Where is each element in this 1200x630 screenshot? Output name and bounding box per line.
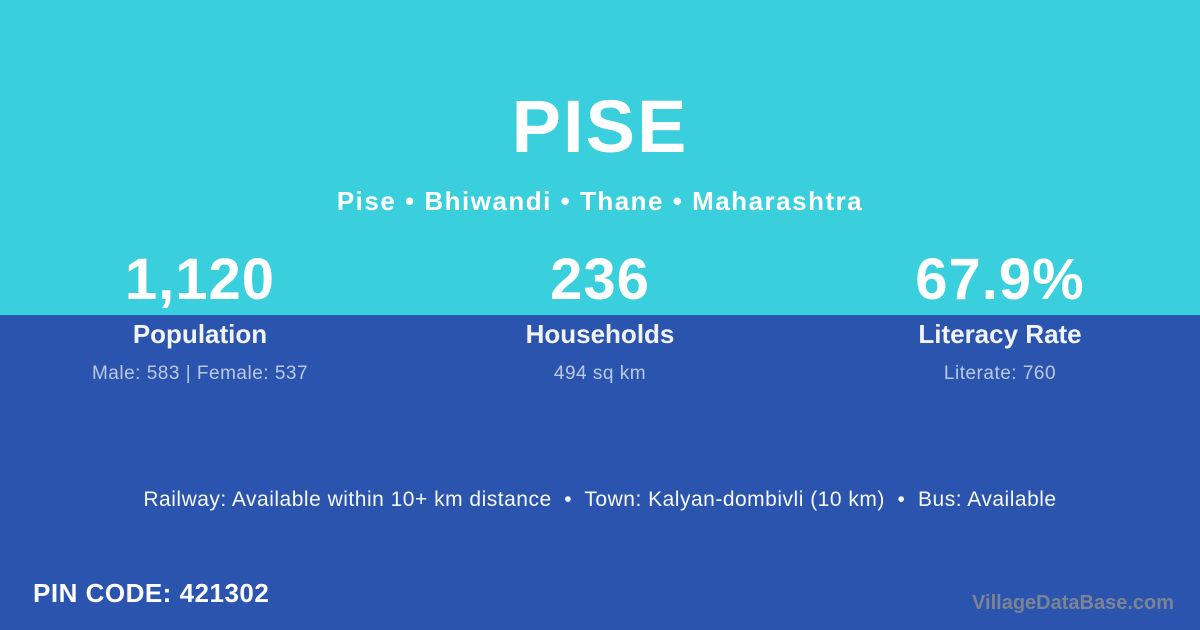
stat-literacy-rate: 67.9% Literacy Rate Literate: 760 (800, 247, 1200, 386)
watermark: VillageDataBase.com (972, 592, 1174, 614)
literacy-rate-detail: Literate: 760 (943, 363, 1057, 384)
households-value: 236 (550, 247, 650, 312)
page-title: PISE (511, 85, 689, 168)
population-label: Population (132, 319, 268, 349)
facilities-line: Railway: Available within 10+ km distanc… (143, 488, 1057, 511)
households-detail: 494 sq km (553, 363, 647, 384)
literacy-rate-value: 67.9% (915, 247, 1085, 312)
households-label: Households (525, 319, 675, 349)
breadcrumb: Pise • Bhiwandi • Thane • Maharashtra (336, 186, 864, 216)
stat-population: 1,120 Population Male: 583 | Female: 537 (0, 247, 400, 386)
pin-code: PIN CODE: 421302 (33, 578, 270, 608)
literacy-rate-label: Literacy Rate (918, 319, 1082, 349)
population-value: 1,120 (124, 247, 276, 312)
stats-row: 1,120 Population Male: 583 | Female: 537… (0, 247, 1200, 386)
population-detail: Male: 583 | Female: 537 (91, 363, 309, 384)
stat-households: 236 Households 494 sq km (400, 247, 800, 386)
